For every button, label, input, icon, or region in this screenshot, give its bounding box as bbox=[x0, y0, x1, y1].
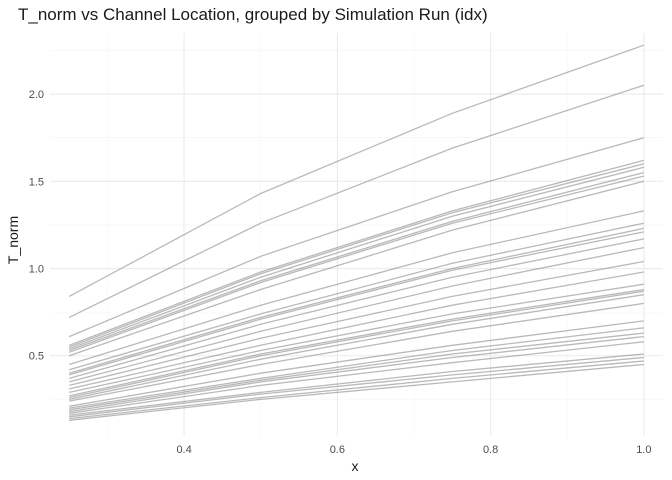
series-line bbox=[69, 290, 644, 399]
series-line bbox=[69, 283, 644, 394]
series-line bbox=[69, 231, 644, 376]
series-line bbox=[69, 302, 644, 402]
series-line bbox=[68, 166, 644, 350]
series-line bbox=[69, 222, 644, 371]
series-line bbox=[69, 260, 644, 387]
series-line bbox=[69, 271, 644, 390]
series-line bbox=[69, 294, 644, 401]
series-line bbox=[68, 137, 644, 338]
series-line bbox=[69, 356, 644, 418]
series-line bbox=[68, 159, 644, 346]
series-line bbox=[68, 171, 644, 352]
chart-title: T_norm vs Channel Location, grouped by S… bbox=[18, 5, 488, 24]
series-line bbox=[68, 163, 644, 348]
x-tick-label: 0.6 bbox=[330, 444, 345, 456]
x-axis-label: x bbox=[352, 458, 359, 474]
y-tick-label: 1.5 bbox=[29, 176, 44, 188]
series-line bbox=[69, 288, 644, 397]
y-axis-ticks: 0.5 1.0 1.5 2.0 bbox=[29, 89, 44, 363]
series-line bbox=[68, 180, 644, 357]
y-tick-label: 0.5 bbox=[29, 351, 44, 363]
series-line bbox=[69, 320, 644, 407]
y-tick-label: 1.0 bbox=[29, 264, 44, 276]
series-line bbox=[69, 363, 644, 421]
x-tick-label: 0.4 bbox=[176, 444, 191, 456]
series-line bbox=[69, 238, 644, 380]
series-line bbox=[69, 332, 644, 411]
y-axis-label: T_norm bbox=[5, 216, 21, 264]
series-line bbox=[69, 353, 644, 416]
series-line bbox=[69, 210, 644, 366]
series-line bbox=[69, 227, 644, 374]
series-line bbox=[69, 341, 644, 414]
series-lines bbox=[68, 44, 645, 421]
x-tick-label: 1.0 bbox=[636, 444, 651, 456]
x-axis-ticks: 0.4 0.6 0.8 1.0 bbox=[176, 444, 651, 456]
y-tick-label: 2.0 bbox=[29, 89, 44, 101]
series-line bbox=[69, 246, 644, 383]
series-line bbox=[68, 175, 644, 353]
series-line bbox=[69, 335, 644, 413]
series-line bbox=[68, 44, 645, 297]
series-line bbox=[69, 327, 644, 409]
series-line bbox=[68, 84, 645, 318]
x-tick-label: 0.8 bbox=[483, 444, 498, 456]
series-line bbox=[69, 360, 644, 420]
plot-grid bbox=[50, 33, 663, 436]
